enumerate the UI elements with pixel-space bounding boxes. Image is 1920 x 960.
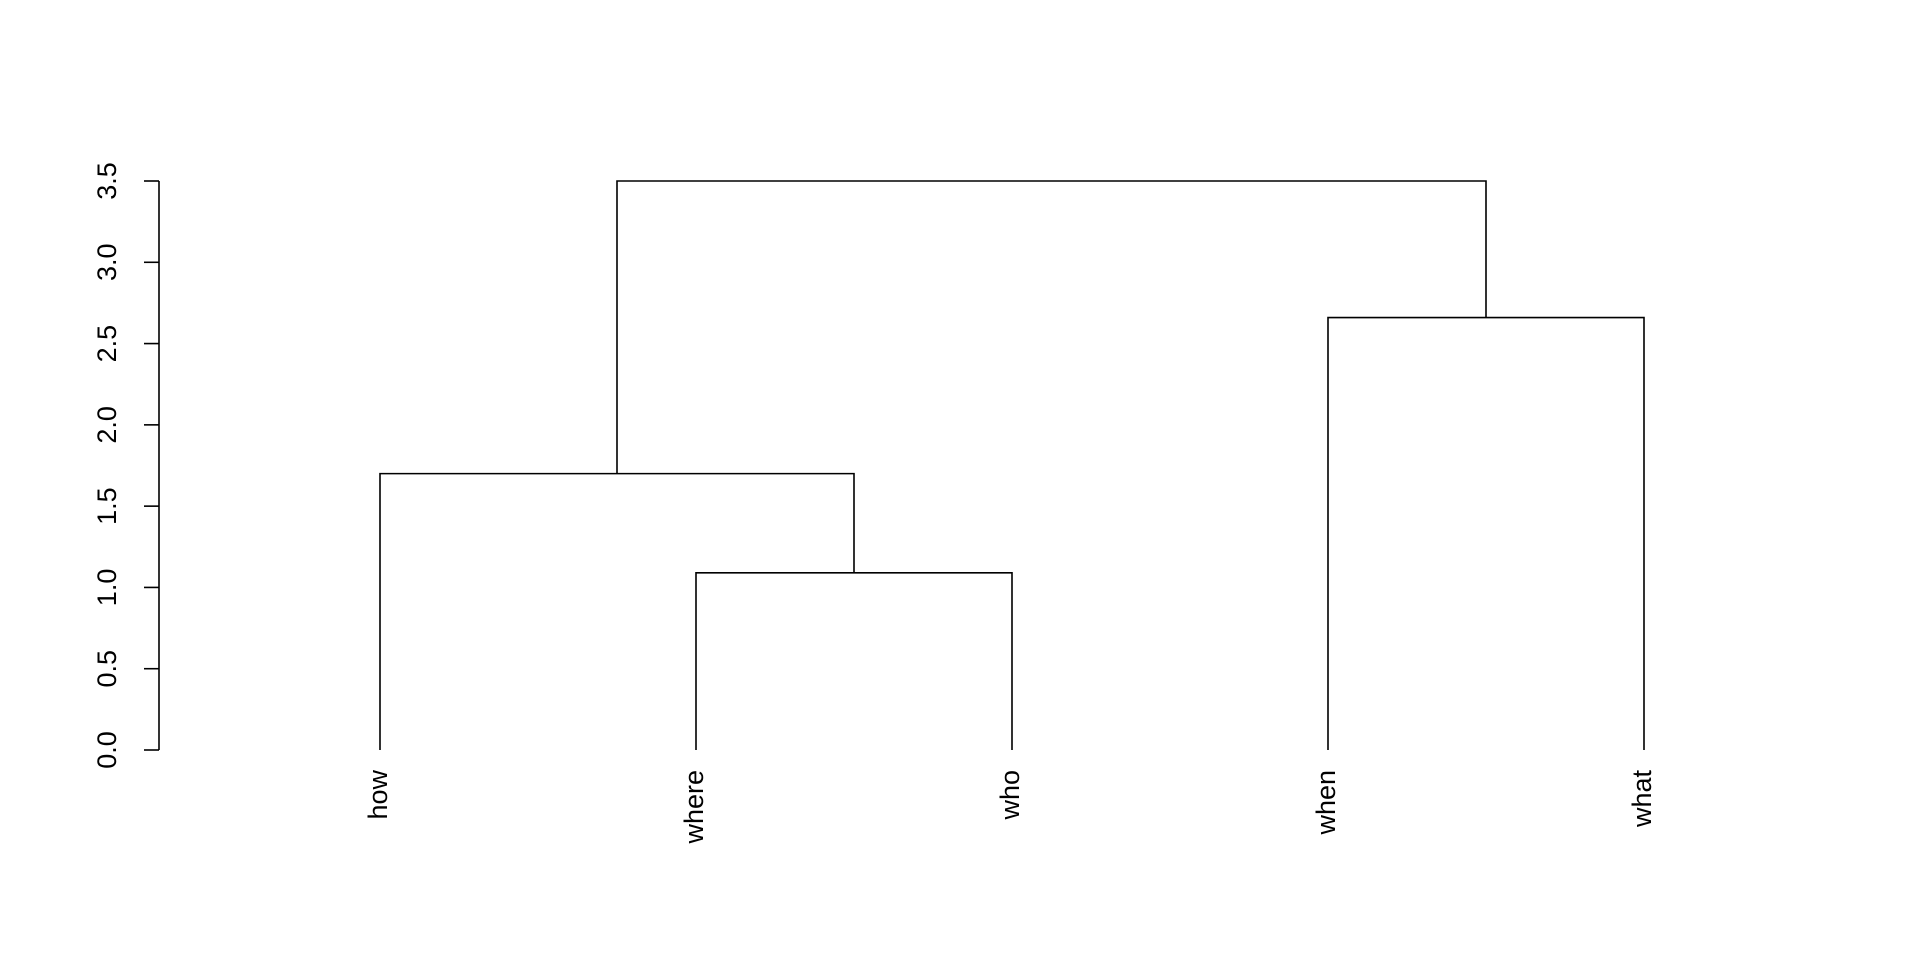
leaf-label: who [995, 770, 1025, 821]
y-tick-label: 3.5 [92, 162, 122, 200]
y-tick-label: 1.0 [92, 569, 122, 607]
y-tick-label: 0.0 [92, 731, 122, 769]
y-tick-label: 2.5 [92, 325, 122, 363]
y-tick-label: 0.5 [92, 650, 122, 688]
merge-link [379, 472, 855, 750]
y-tick-label: 3.0 [92, 244, 122, 282]
merge-link [616, 180, 1487, 474]
y-tick-label: 1.5 [92, 487, 122, 525]
merge-link [695, 571, 1013, 750]
leaf-label: what [1627, 770, 1657, 829]
y-tick-label: 2.0 [92, 406, 122, 444]
leaf-label: how [363, 769, 393, 819]
merge-link [1327, 316, 1645, 750]
leaf-label: when [1311, 770, 1341, 836]
leaf-label: where [679, 770, 709, 845]
